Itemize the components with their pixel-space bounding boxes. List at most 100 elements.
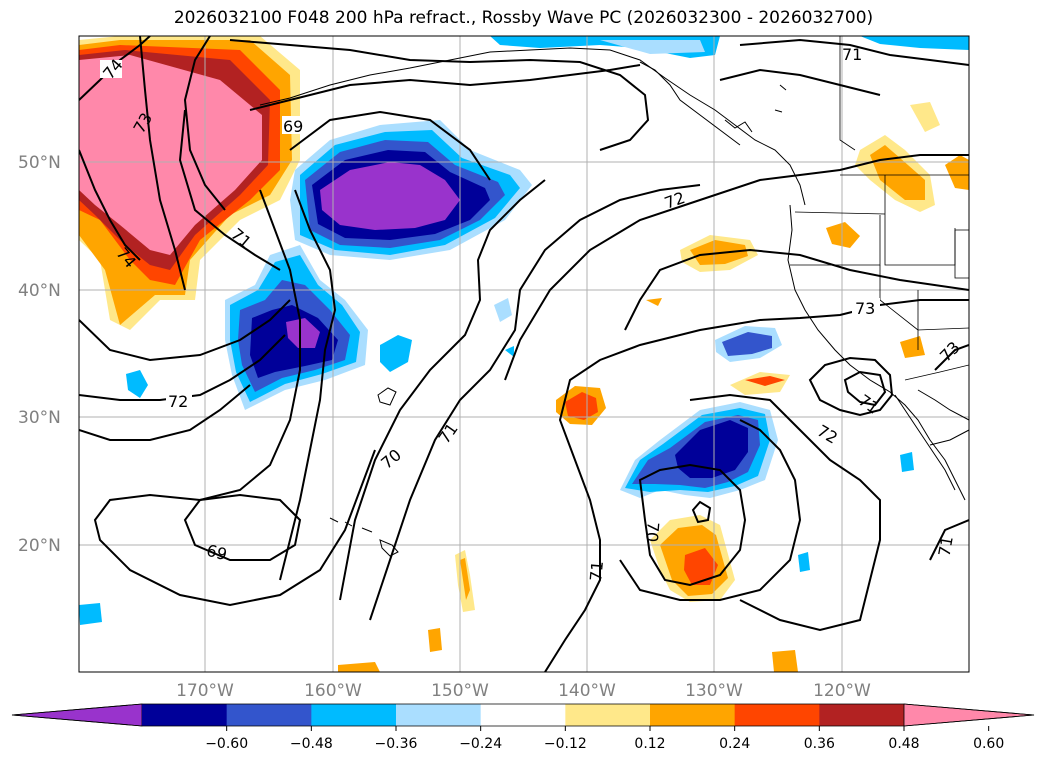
lon-label-160w: 160°W [304,681,362,701]
colorbar-extend-min [11,703,143,727]
latitude-labels: 50°N 40°N 30°N 20°N [18,153,61,556]
fill-orange-small-5 [900,336,925,358]
contour-73-far-east [934,344,969,371]
fill-cyan-small-1 [380,335,412,372]
lon-label-150w: 150°W [431,681,489,701]
contour-72-west [79,334,286,401]
colorbar-segment [734,704,820,726]
fill-orange-small-6 [910,102,940,132]
border-us-mexico [904,364,969,381]
colorbar-tick-label: 0.60 [973,736,1004,752]
plot-title: 2026032100 F048 200 hPa refract., Rossby… [173,8,874,28]
contour-70-south-loop [638,463,747,587]
lat-label-20n: 20°N [18,536,61,556]
colorbar-tick-label: 0.24 [719,736,750,752]
contour-73-east [624,248,969,331]
fill-orange-oregon [826,222,860,248]
map-frame [78,35,970,673]
contour-label-bg [166,392,192,410]
border-alaska-canada [839,36,856,151]
contour-label-69-a: 69 [283,117,303,136]
contour-69-west [183,36,226,211]
political-borders [790,36,969,381]
coast-misc-1 [377,387,397,406]
contour-69-south [183,493,302,561]
fill-magenta-northwest [79,55,262,255]
fill-cyan-small-3 [79,603,102,625]
fill-orange-small-4 [772,650,798,672]
lat-label-40n: 40°N [18,281,61,301]
colorbar-segment [480,704,566,726]
colorbar-tick-label: −0.48 [290,736,333,752]
contour-label-72-a: 72 [168,392,188,411]
lon-label-140w: 140°W [558,681,616,701]
contour-72-center [504,154,969,381]
coast-alaska-south [259,47,806,206]
contour-label-73-b: 73 [855,299,875,318]
colorbar-segment [819,704,905,726]
colorbar-tick-label: 0.36 [804,736,835,752]
coast-baja [894,394,956,491]
contour-73-west [139,36,186,291]
colorbar-segment [311,704,397,726]
contour-72-southeast [689,393,881,632]
coast-misc-2 [774,84,787,113]
fill-cyan-small-2 [126,370,148,398]
contour-long-west [79,299,291,362]
contour-69-center [289,110,491,181]
fill-red-baja-strip [745,376,785,386]
fill-orange-utah [945,155,969,190]
contour-70-south-inner [691,500,712,524]
lon-label-120w: 120°W [813,681,871,701]
contour-label-70-b: 70 [642,521,663,543]
fill-orange-small-7 [646,298,662,306]
fill-red-south [684,548,718,585]
lat-label-50n: 50°N [18,153,61,173]
contour-label-71-c: 71 [842,45,862,64]
contour-71-long [369,184,701,621]
contour-72-east [808,356,894,417]
fill-orange-small-2 [428,628,442,652]
contour-70-center [93,189,376,607]
lon-label-170w: 170°W [176,681,234,701]
coast-mexico-west [917,389,969,446]
negative-anomaly-fills [79,36,969,625]
positive-anomaly-fills [79,36,969,672]
fill-navy-southeast [675,420,748,478]
contour-72-northeast [719,68,881,96]
colorbar-tick-label: −0.36 [375,736,418,752]
border-oregon-washington [794,211,886,215]
contour-69-north [249,64,641,111]
fill-purple-westcentral [286,318,320,348]
contour-70-west [79,384,251,441]
colorbar-segment [650,704,736,726]
border-nevada [879,265,919,350]
border-wyoming [954,228,969,279]
contour-71-southeast [619,419,802,601]
lon-label-130w: 130°W [685,681,743,701]
fill-cyan-small-6 [798,552,810,572]
colorbar-extend-max [903,703,1035,727]
fill-lightblue-north-coast [600,40,705,54]
colorbar-tick-label: 0.12 [634,736,665,752]
contour-71-east [843,370,887,407]
fill-blue-baja [722,332,772,356]
colorbar-tick-label: −0.12 [544,736,587,752]
border-utah-nevada [917,290,969,331]
fill-orange-small-3 [338,662,380,672]
coast-hawaii [329,517,399,557]
contour-71-center [279,189,337,581]
contour-70-long [339,179,546,601]
colorbar-segment [565,704,651,726]
contour-74-inner [79,149,141,261]
contour-71-northeast [739,38,969,66]
contour-label-bg [282,116,306,134]
fill-cyan-small-4 [494,298,512,322]
contour-label-69-b: 69 [204,541,229,565]
fill-purple-north-central [320,162,460,230]
longitude-labels: 170°W 160°W 150°W 140°W 130°W 120°W [176,681,871,701]
colorbar-tick-label: −0.60 [205,736,248,752]
fill-orange-small-1-core [460,558,470,600]
fill-cyan-small-5 [900,452,914,472]
